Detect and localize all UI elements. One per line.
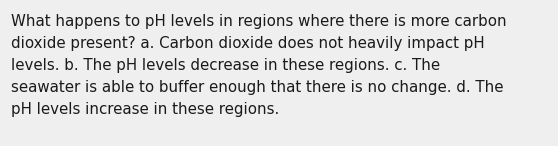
Text: pH levels increase in these regions.: pH levels increase in these regions. — [11, 102, 279, 117]
Text: dioxide present? a. Carbon dioxide does not heavily impact pH: dioxide present? a. Carbon dioxide does … — [11, 36, 485, 51]
Text: What happens to pH levels in regions where there is more carbon: What happens to pH levels in regions whe… — [11, 14, 507, 29]
Text: levels. b. The pH levels decrease in these regions. c. The: levels. b. The pH levels decrease in the… — [11, 58, 440, 73]
Text: seawater is able to buffer enough that there is no change. d. The: seawater is able to buffer enough that t… — [11, 80, 503, 95]
